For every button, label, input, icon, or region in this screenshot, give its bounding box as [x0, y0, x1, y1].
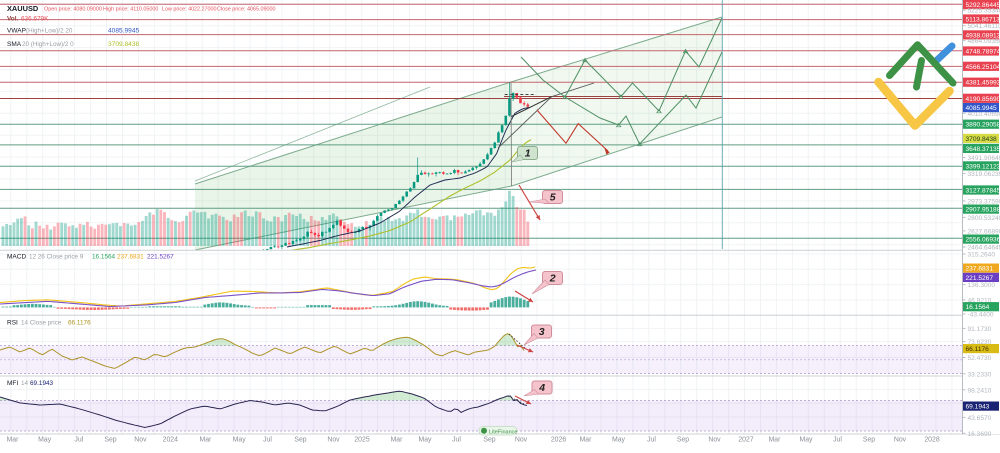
svg-text:636.679K: 636.679K [21, 15, 49, 22]
svg-text:Jul: Jul [74, 437, 83, 444]
svg-text:3399.12123: 3399.12123 [966, 163, 1000, 170]
svg-text:2800.53240: 2800.53240 [968, 215, 1000, 222]
svg-text:Mar: Mar [580, 437, 593, 444]
svg-text:3709.8438: 3709.8438 [108, 41, 140, 48]
svg-text:Sep: Sep [677, 437, 689, 444]
svg-text:3890.29058: 3890.29058 [966, 122, 1000, 129]
svg-text:66.1176: 66.1176 [966, 346, 990, 353]
svg-text:12 26 Close price 9: 12 26 Close price 9 [29, 254, 84, 261]
svg-text:2464.64645: 2464.64645 [968, 245, 1000, 252]
svg-text:221.5267: 221.5267 [966, 275, 994, 282]
svg-text:May: May [233, 437, 247, 444]
svg-text:315.2640: 315.2640 [968, 252, 996, 259]
svg-text:2627.66890: 2627.66890 [968, 228, 1000, 235]
svg-text:Jul: Jul [647, 437, 656, 444]
svg-text:66.1176: 66.1176 [68, 320, 91, 327]
svg-text:2028: 2028 [924, 437, 939, 444]
svg-text:Jul: Jul [833, 437, 842, 444]
svg-text:SMA: SMA [7, 41, 22, 48]
svg-text:1: 1 [525, 148, 531, 160]
svg-text:Close price: 4065.09000: Close price: 4065.09000 [217, 7, 275, 13]
svg-text:May: May [612, 437, 626, 444]
svg-text:2027: 2027 [738, 437, 753, 444]
svg-text:Nov: Nov [708, 437, 721, 444]
svg-text:Nov: Nov [134, 437, 147, 444]
svg-text:LiteFinance: LiteFinance [489, 429, 517, 435]
svg-text:VWAP: VWAP [7, 27, 26, 34]
svg-text:14 Close price: 14 Close price [21, 320, 62, 327]
svg-text:2024: 2024 [163, 437, 178, 444]
svg-text:4864.09350: 4864.09350 [968, 38, 1000, 45]
svg-text:May: May [38, 437, 52, 444]
svg-text:4085.9945: 4085.9945 [966, 105, 998, 112]
svg-text:2556.06936: 2556.06936 [966, 237, 1000, 244]
svg-text:Open price: 4080.09000: Open price: 4080.09000 [44, 7, 102, 13]
svg-text:May: May [799, 437, 813, 444]
svg-text:Mar: Mar [769, 437, 782, 444]
svg-text:3491.90640: 3491.90640 [968, 155, 1000, 162]
svg-text:16.3690: 16.3690 [968, 431, 992, 438]
svg-text:Low price: 4022.27000: Low price: 4022.27000 [162, 7, 217, 13]
svg-text:2973.37590: 2973.37590 [968, 198, 1000, 205]
svg-text:4381.45993: 4381.45993 [966, 80, 1000, 87]
svg-text:14: 14 [21, 380, 29, 387]
svg-text:3709.8438: 3709.8438 [966, 136, 998, 143]
svg-text:High price: 4110.05000: High price: 4110.05000 [103, 7, 158, 13]
svg-text:2907.95188: 2907.95188 [966, 207, 1000, 214]
svg-text:MACD: MACD [7, 254, 26, 261]
svg-text:4085.9945: 4085.9945 [108, 27, 140, 34]
svg-text:3: 3 [539, 326, 545, 338]
svg-text:43.6570: 43.6570 [968, 415, 992, 422]
svg-text:69.1943: 69.1943 [966, 404, 990, 411]
svg-text:Mar: Mar [7, 437, 20, 444]
svg-text:Nov: Nov [515, 437, 528, 444]
svg-text:Mar: Mar [199, 437, 212, 444]
svg-text:Jul: Jul [452, 437, 461, 444]
svg-text:16.1564: 16.1564 [966, 304, 990, 311]
svg-text:Sep: Sep [294, 437, 306, 444]
svg-text:136.3000: 136.3000 [968, 282, 996, 289]
svg-text:237.6831: 237.6831 [117, 254, 144, 261]
svg-text:Jul: Jul [263, 437, 272, 444]
svg-text:5: 5 [550, 192, 556, 204]
svg-text:Mar: Mar [391, 437, 404, 444]
svg-text:98.2410: 98.2410 [968, 387, 992, 394]
svg-text:91.1730: 91.1730 [968, 326, 992, 333]
svg-text:2026: 2026 [551, 437, 566, 444]
svg-text:4190.85690: 4190.85690 [966, 96, 1000, 103]
svg-text:3648.37135: 3648.37135 [966, 146, 1000, 153]
svg-text:5041.46110: 5041.46110 [968, 23, 1000, 30]
svg-text:237.6831: 237.6831 [966, 266, 994, 273]
svg-text:Nov: Nov [894, 437, 907, 444]
svg-text:XAUUSD: XAUUSD [7, 4, 39, 13]
svg-text:Sep: Sep [483, 437, 495, 444]
svg-text:4748.78974: 4748.78974 [966, 49, 1000, 56]
svg-text:2025: 2025 [354, 437, 369, 444]
svg-text:4566.25104: 4566.25104 [966, 64, 1000, 71]
svg-text:2: 2 [549, 273, 556, 285]
svg-text:May: May [418, 437, 432, 444]
svg-text:3127.87845: 3127.87845 [966, 188, 1000, 195]
svg-text:MFI: MFI [7, 380, 18, 387]
svg-text:RSI: RSI [7, 320, 18, 327]
svg-text:-43.4400: -43.4400 [968, 311, 994, 318]
svg-text:20 (High+Low)/2 0: 20 (High+Low)/2 0 [22, 41, 74, 48]
svg-text:33.2330: 33.2330 [968, 371, 992, 378]
svg-text:(High+Low)/2 20: (High+Low)/2 20 [26, 27, 73, 34]
svg-text:16.1564: 16.1564 [92, 254, 116, 261]
svg-text:69.1943: 69.1943 [30, 380, 54, 387]
svg-text:52.4730: 52.4730 [968, 355, 992, 362]
svg-text:4: 4 [538, 382, 545, 394]
svg-text:3319.06239: 3319.06239 [968, 171, 1000, 178]
svg-text:Sep: Sep [863, 437, 875, 444]
svg-text:221.5267: 221.5267 [147, 254, 174, 261]
svg-text:5225.35340: 5225.35340 [968, 8, 1000, 15]
svg-text:Nov: Nov [327, 437, 340, 444]
svg-text:Vol.: Vol. [7, 15, 18, 22]
svg-text:Sep: Sep [104, 437, 116, 444]
